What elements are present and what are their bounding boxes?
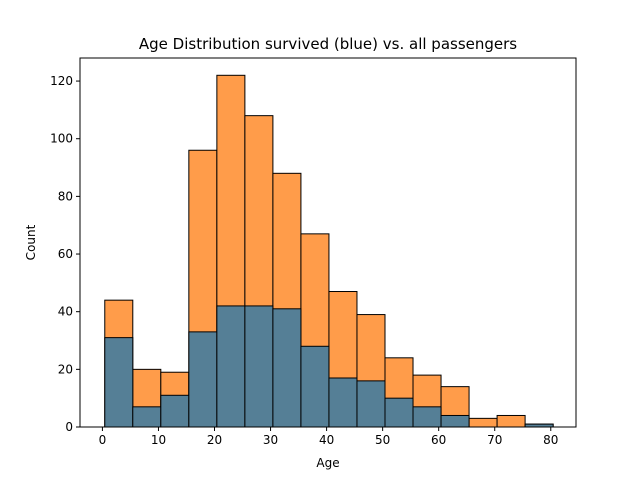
x-tick-label: 30 xyxy=(263,433,278,447)
x-tick-label: 50 xyxy=(375,433,390,447)
bar-survived xyxy=(132,406,162,428)
bar-survived xyxy=(244,305,274,428)
x-tick-label: 40 xyxy=(319,433,334,447)
survived-bars xyxy=(104,305,554,428)
y-tick-label: 80 xyxy=(58,189,73,203)
bar-all-passengers xyxy=(496,414,526,428)
x-tick-label: 10 xyxy=(151,433,166,447)
y-tick-label: 0 xyxy=(65,420,73,434)
x-axis-ticks: 0 10 20 30 40 50 60 70 80 xyxy=(99,427,558,447)
y-tick-label: 120 xyxy=(50,74,73,88)
y-tick-label: 20 xyxy=(58,362,73,376)
y-axis-label: Count xyxy=(24,224,38,260)
x-axis-label: Age xyxy=(316,456,339,470)
bar-survived xyxy=(160,394,190,428)
y-tick-label: 40 xyxy=(58,305,73,319)
x-tick-label: 60 xyxy=(431,433,446,447)
bar-survived xyxy=(272,308,302,428)
bar-survived xyxy=(440,414,470,428)
y-axis-ticks: 0 20 40 60 80 100 120 xyxy=(50,74,80,434)
chart-title: Age Distribution survived (blue) vs. all… xyxy=(139,35,517,53)
bar-survived xyxy=(216,305,246,428)
x-tick-label: 70 xyxy=(487,433,502,447)
bar-survived xyxy=(188,331,218,428)
bar-survived xyxy=(384,397,414,428)
bar-survived xyxy=(104,337,134,428)
x-tick-label: 80 xyxy=(543,433,558,447)
x-tick-label: 20 xyxy=(207,433,222,447)
y-tick-label: 100 xyxy=(50,132,73,146)
bar-all-passengers xyxy=(468,417,498,428)
bar-survived xyxy=(300,345,330,428)
bar-survived xyxy=(356,380,386,428)
bar-survived xyxy=(412,406,442,428)
y-tick-label: 60 xyxy=(58,247,73,261)
x-tick-label: 0 xyxy=(99,433,107,447)
plot-frame xyxy=(79,57,577,428)
bar-survived xyxy=(328,377,358,428)
